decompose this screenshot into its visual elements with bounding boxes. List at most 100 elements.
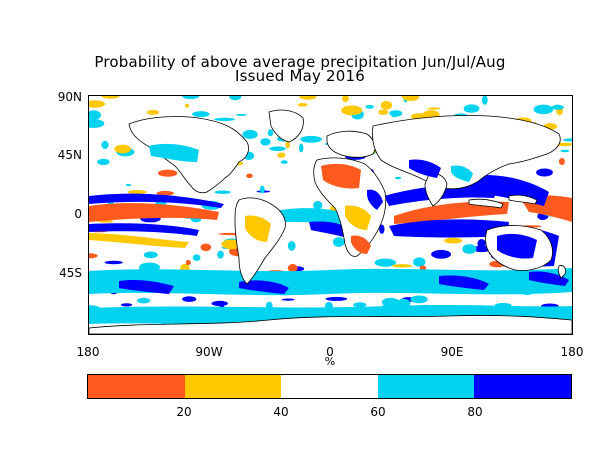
probability-blob xyxy=(182,296,197,302)
probability-blob xyxy=(552,104,564,110)
north-africa-dry xyxy=(321,163,361,189)
probability-blob xyxy=(260,138,271,146)
probability-blob xyxy=(114,144,131,154)
new-zealand-outline xyxy=(557,265,566,279)
unit-label: % xyxy=(324,355,336,368)
indian-ocean-wet-south xyxy=(389,219,509,238)
probability-blob xyxy=(184,103,190,108)
probability-blob xyxy=(325,296,348,301)
probability-blob xyxy=(431,249,452,259)
lat-label-90n: 90N xyxy=(57,90,82,104)
probability-blob xyxy=(259,185,265,194)
pacific-dry-band xyxy=(89,203,219,222)
probability-blob xyxy=(137,297,151,304)
colorbar-segment-2 xyxy=(184,375,282,398)
probability-blob xyxy=(127,190,147,195)
greenland-outline xyxy=(268,109,304,143)
probability-blob xyxy=(378,109,389,115)
probability-blob xyxy=(332,237,345,247)
colorbar-segment-4 xyxy=(377,375,475,398)
probability-blob xyxy=(560,149,570,153)
pacific-wet-band-north xyxy=(89,193,224,208)
probability-blob xyxy=(143,251,158,259)
map-canvas xyxy=(89,96,572,334)
probability-blob xyxy=(380,100,393,110)
probability-blob xyxy=(235,113,247,116)
probability-blob xyxy=(287,241,296,251)
probability-blob xyxy=(101,140,109,149)
probability-blob xyxy=(214,117,236,121)
lon-label-0: 0 xyxy=(326,345,334,359)
probability-blob xyxy=(563,138,572,142)
southern-cyan-band xyxy=(89,268,572,296)
probability-blob xyxy=(146,109,160,115)
probability-blob xyxy=(558,158,565,165)
indochina-cyan xyxy=(451,165,473,182)
probability-blob xyxy=(267,129,274,137)
probability-blob xyxy=(89,119,105,128)
probability-blob xyxy=(297,103,308,107)
colorbar-segment-5 xyxy=(474,375,571,398)
lat-label-45s: 45S xyxy=(59,266,82,280)
colorbar-tick-60: 60 xyxy=(370,405,386,419)
probability-blob xyxy=(280,160,288,164)
probability-blob xyxy=(427,107,441,110)
atlantic-cyan xyxy=(274,208,347,224)
east-africa-blue xyxy=(367,189,383,210)
probability-blob xyxy=(395,298,411,308)
probability-blob xyxy=(463,104,480,113)
probability-blob xyxy=(410,295,428,304)
south-america-low xyxy=(245,215,271,242)
probability-blob xyxy=(536,168,553,177)
pacific-low-band xyxy=(89,233,189,248)
probability-blob xyxy=(125,183,132,187)
lat-label-45n: 45N xyxy=(57,148,82,162)
colorbar xyxy=(87,374,572,399)
probability-blob xyxy=(182,96,200,100)
probability-blob xyxy=(214,190,231,194)
probability-blob xyxy=(89,253,98,259)
probability-blob xyxy=(285,141,290,149)
probability-blob xyxy=(353,302,367,308)
probability-blob xyxy=(287,264,298,273)
probability-blob xyxy=(299,143,304,153)
probability-blob xyxy=(313,201,323,210)
lon-label-90e: 90E xyxy=(440,345,464,359)
probability-blob xyxy=(97,158,110,166)
pacific-wet-band-south xyxy=(89,223,199,236)
probability-blob xyxy=(269,146,286,152)
colorbar-segment-1 xyxy=(88,375,185,398)
colorbar-tick-40: 40 xyxy=(273,405,289,419)
lat-label-0: 0 xyxy=(74,207,82,221)
probability-blob xyxy=(413,257,426,267)
probability-blob xyxy=(341,105,363,116)
probability-blob xyxy=(192,111,210,118)
probability-blob xyxy=(300,135,322,143)
probability-blob xyxy=(389,110,403,117)
probability-blob xyxy=(299,96,317,100)
probability-blob xyxy=(120,303,133,307)
indian-ocean-dry-band xyxy=(394,201,509,224)
colorbar-tick-80: 80 xyxy=(467,405,483,419)
indonesia-outline xyxy=(468,194,538,209)
probability-blob xyxy=(365,104,375,109)
probability-blob xyxy=(246,173,253,178)
probability-blob xyxy=(402,96,420,101)
usa-cyan xyxy=(149,143,199,162)
probability-blob xyxy=(89,111,94,117)
probability-blob xyxy=(462,244,477,254)
probability-blob xyxy=(217,250,224,259)
india-outline xyxy=(424,173,448,207)
australia-blue xyxy=(497,233,537,259)
south-asia-blue xyxy=(409,159,441,178)
probability-blob xyxy=(211,300,228,307)
probability-blob xyxy=(381,297,399,307)
southern-ocean xyxy=(89,268,572,325)
probability-blob xyxy=(379,224,385,234)
land-probability-overlay xyxy=(149,143,537,259)
probability-blob xyxy=(533,104,554,115)
probability-blob xyxy=(374,258,396,267)
probability-blob xyxy=(229,96,242,101)
probability-blob xyxy=(89,100,106,108)
map-title: Probability of above average precipitati… xyxy=(94,53,506,71)
